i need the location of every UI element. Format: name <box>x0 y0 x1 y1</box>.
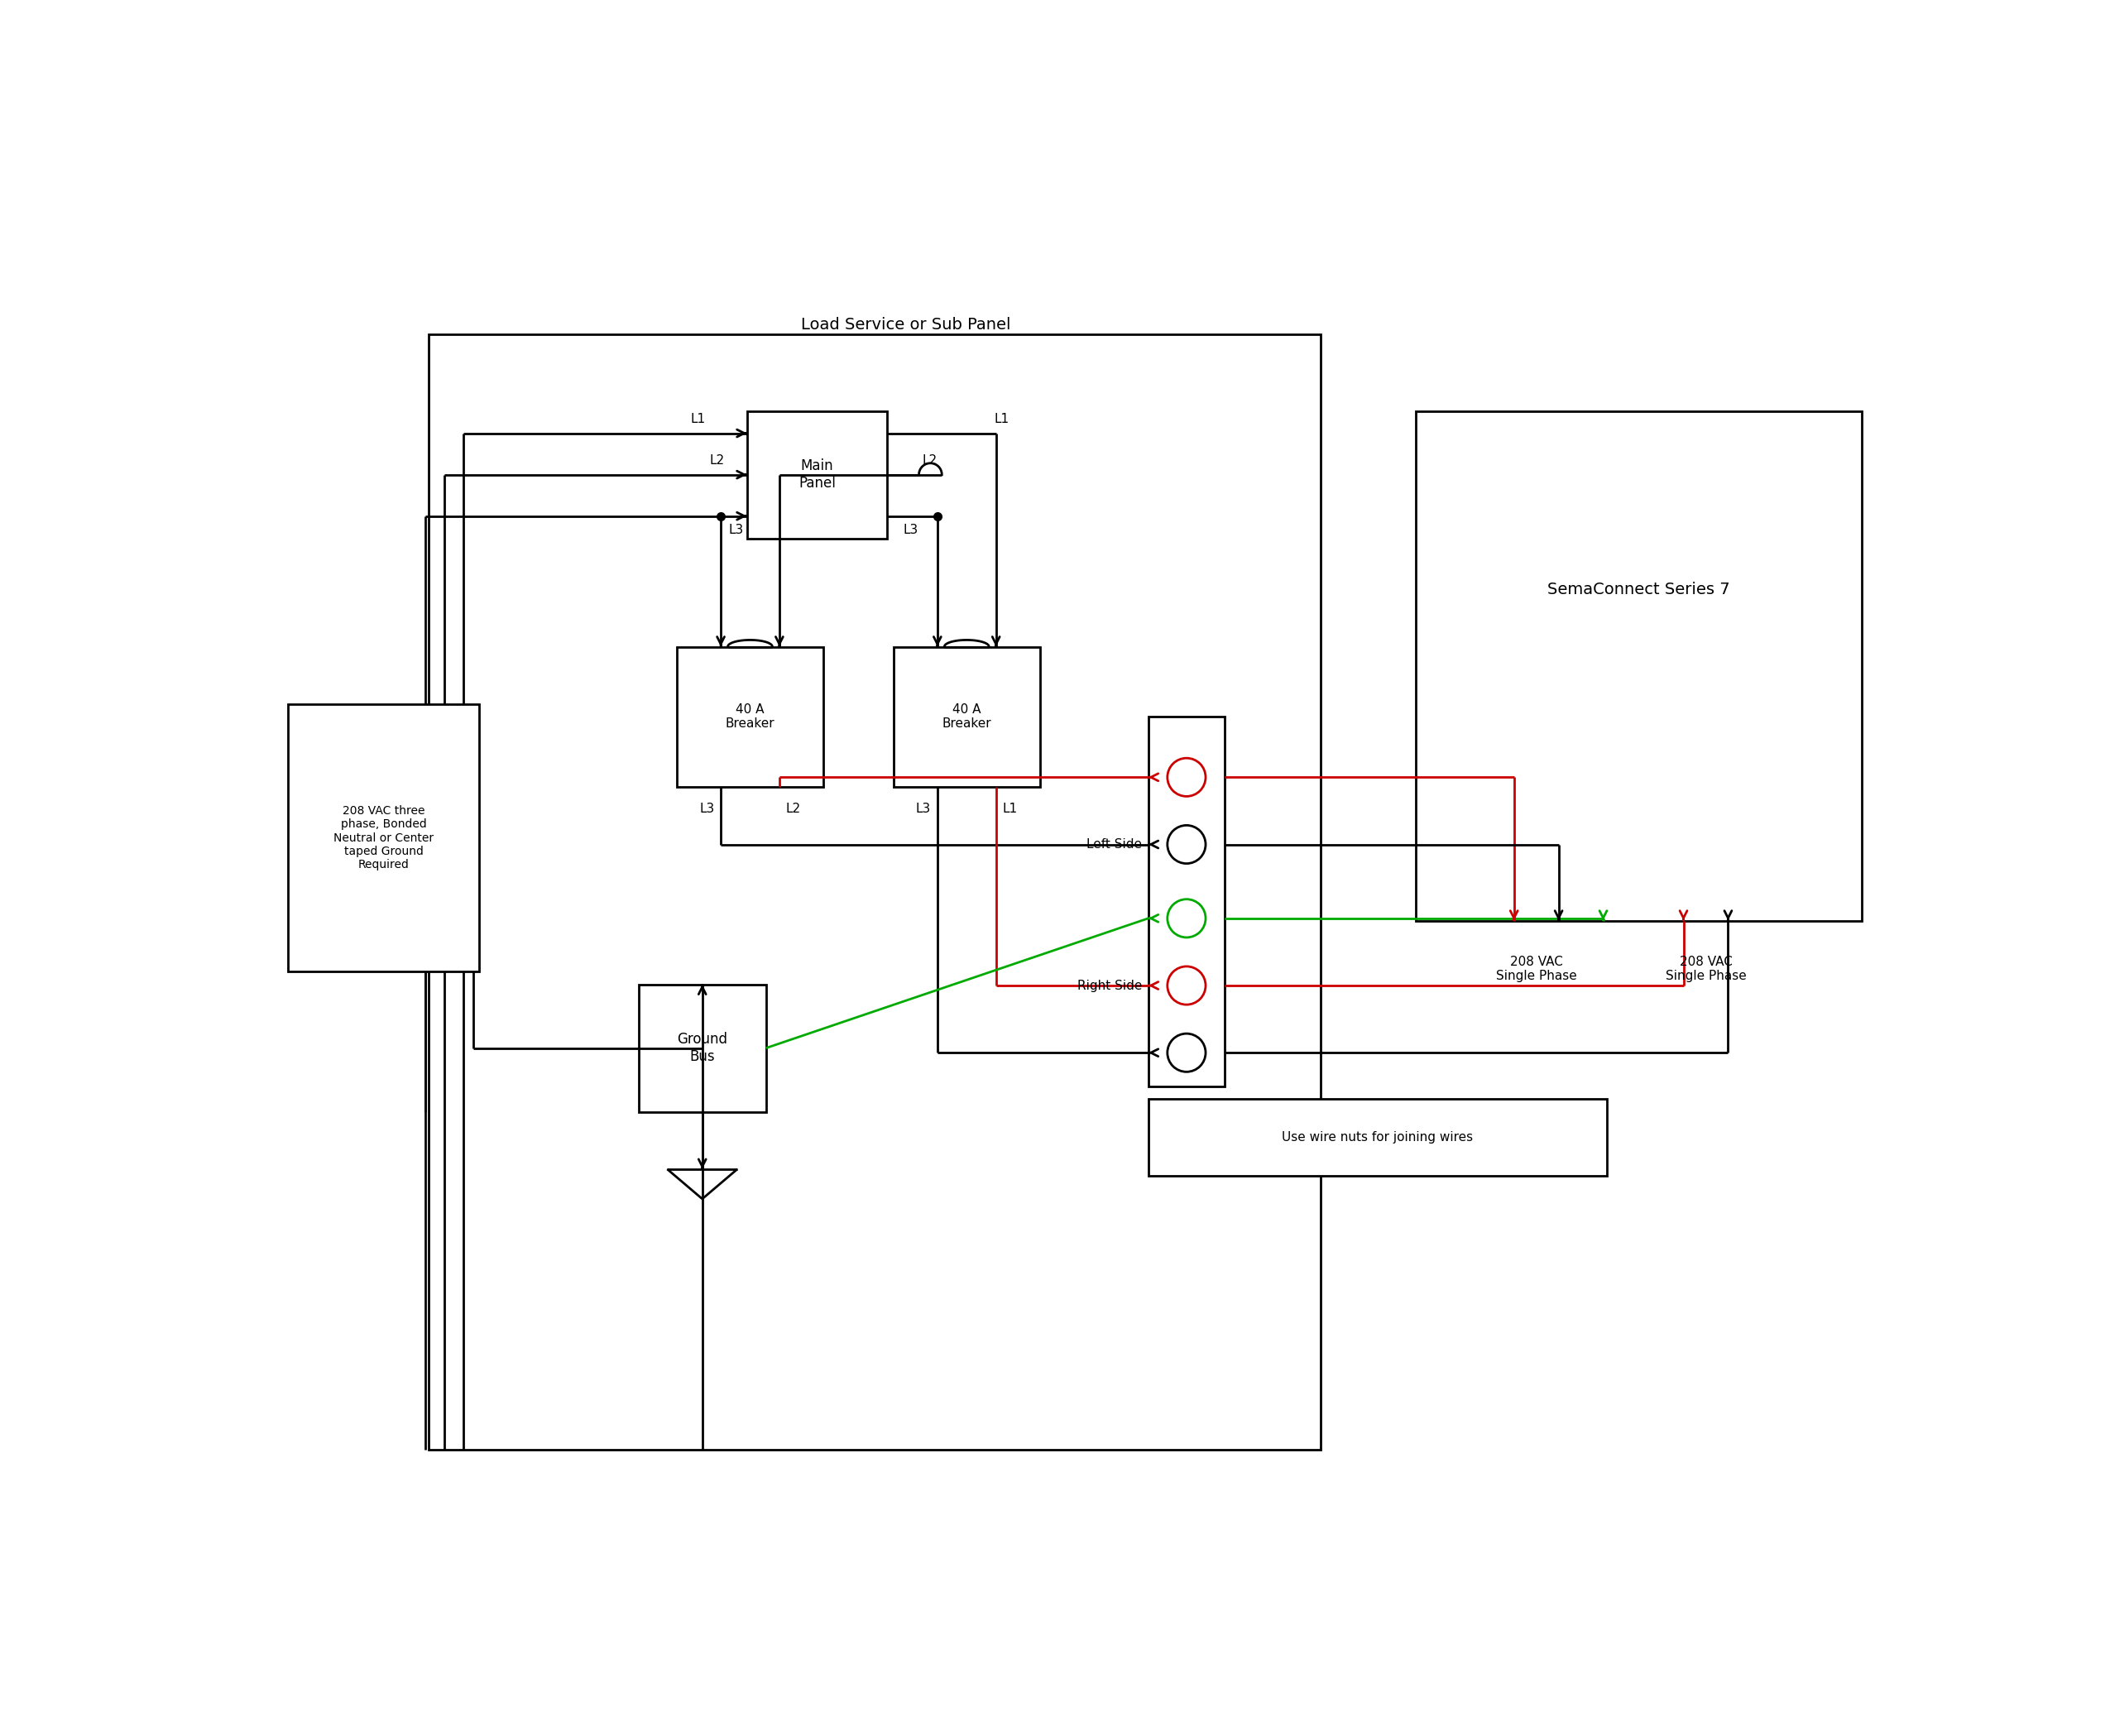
Text: L1: L1 <box>690 413 705 425</box>
Text: L1: L1 <box>1002 802 1017 816</box>
Text: L2: L2 <box>709 455 724 467</box>
Bar <box>747 411 886 538</box>
Text: 40 A
Breaker: 40 A Breaker <box>726 703 774 731</box>
Text: L1: L1 <box>994 413 1009 425</box>
Bar <box>1148 1099 1608 1175</box>
Text: Main
Panel: Main Panel <box>798 458 836 491</box>
Text: Right Side: Right Side <box>1076 979 1142 991</box>
Text: L2: L2 <box>922 455 937 467</box>
Text: L3: L3 <box>916 802 931 816</box>
Text: L3: L3 <box>903 524 918 536</box>
Circle shape <box>1167 759 1205 797</box>
Text: 208 VAC
Single Phase: 208 VAC Single Phase <box>1665 957 1747 983</box>
Text: Ground
Bus: Ground Bus <box>677 1031 728 1064</box>
Text: 208 VAC
Single Phase: 208 VAC Single Phase <box>1496 957 1576 983</box>
Text: L2: L2 <box>785 802 800 816</box>
Text: Load Service or Sub Panel: Load Service or Sub Panel <box>802 318 1011 333</box>
Text: Use wire nuts for joining wires: Use wire nuts for joining wires <box>1283 1132 1473 1144</box>
Circle shape <box>1167 899 1205 937</box>
Bar <box>1416 411 1861 920</box>
Text: L3: L3 <box>698 802 715 816</box>
Text: L3: L3 <box>728 524 743 536</box>
Text: Left Side: Left Side <box>1087 838 1142 851</box>
Circle shape <box>1167 967 1205 1005</box>
Text: 208 VAC three
phase, Bonded
Neutral or Center
taped Ground
Required: 208 VAC three phase, Bonded Neutral or C… <box>333 806 435 870</box>
Bar <box>289 705 479 972</box>
Text: 40 A
Breaker: 40 A Breaker <box>941 703 992 731</box>
Circle shape <box>1167 825 1205 863</box>
Bar <box>677 648 823 786</box>
Text: SemaConnect Series 7: SemaConnect Series 7 <box>1547 582 1730 597</box>
Bar <box>428 335 1321 1450</box>
Bar <box>1148 717 1224 1087</box>
Circle shape <box>1167 1033 1205 1071</box>
Bar <box>893 648 1040 786</box>
Bar <box>639 984 766 1111</box>
